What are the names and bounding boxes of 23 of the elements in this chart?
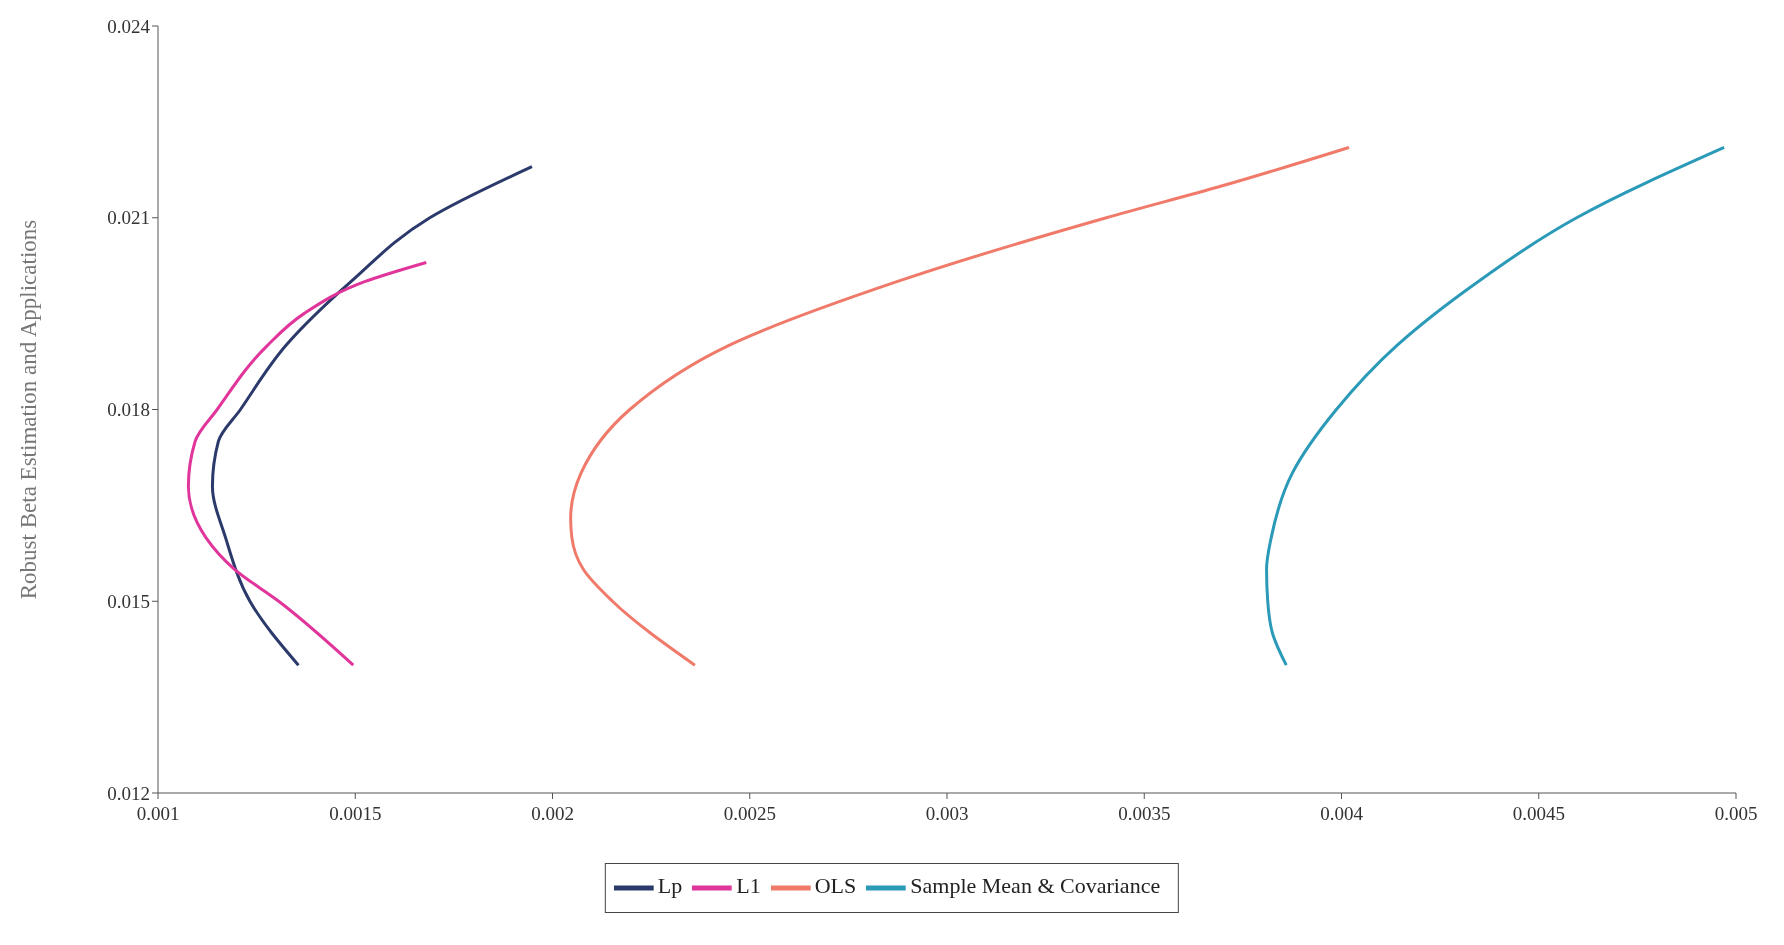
y-tick-label: 0.012 [107,782,150,804]
x-tick-label: 0.004 [1320,803,1364,825]
y-tick-label: 0.015 [107,590,150,612]
legend-label: Lp [657,873,683,899]
legend-label: L1 [736,873,761,899]
x-tick-label: 0.003 [925,803,969,825]
x-tick-label: 0.0025 [723,803,776,825]
x-tick-label: 0.0015 [329,803,382,825]
legend-label: Sample Mean & Covariance [910,873,1161,899]
y-tick-label: 0.018 [107,399,150,421]
line-series [210,165,534,667]
y-tick-label: 0.021 [107,207,150,229]
y-axis-title: Robust Beta Estimation and Applications [16,219,42,600]
line-series [186,260,428,667]
x-tick-label: 0.001 [136,803,180,825]
legend-label: OLS [814,873,857,899]
x-tick-label: 0.0045 [1512,803,1565,825]
x-tick-label: 0.005 [1714,803,1758,825]
line-series [569,145,1351,667]
x-tick-label: 0.0035 [1118,803,1171,825]
x-tick-label: 0.002 [531,803,574,825]
line-series [1265,145,1726,667]
y-tick-label: 0.024 [107,15,151,37]
